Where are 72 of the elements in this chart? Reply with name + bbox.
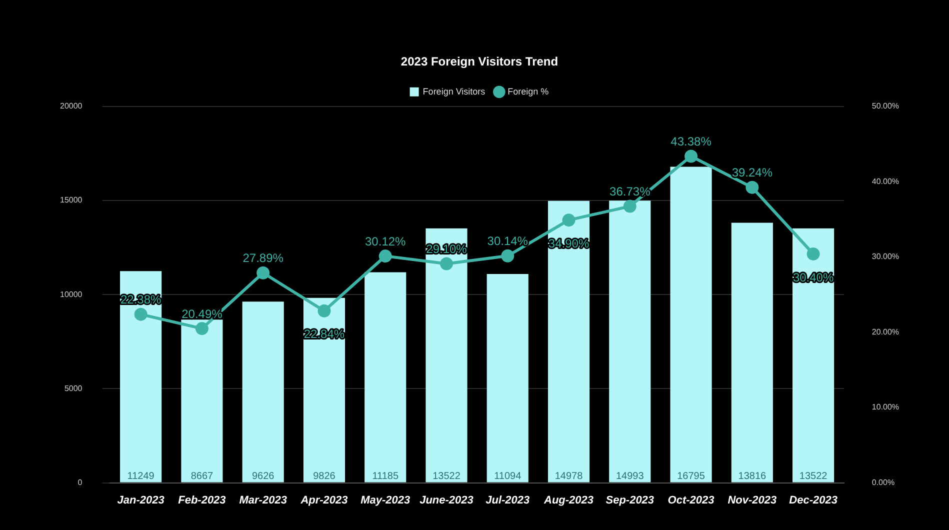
data-label: 29.10%: [426, 242, 468, 256]
x-tick-label: Aug-2023: [542, 494, 594, 506]
point: [378, 250, 392, 263]
point: [684, 150, 698, 163]
point: [501, 249, 514, 262]
data-label: 13522: [432, 471, 461, 482]
x-tick-label: Mar-2023: [239, 494, 287, 506]
data-label: 11094: [494, 471, 522, 482]
data-label: 14993: [616, 471, 644, 482]
bar: [426, 228, 468, 482]
bar: [303, 298, 346, 482]
bar: [609, 200, 651, 482]
bar: [364, 272, 406, 482]
y2-tick-label: 40.00%: [872, 176, 900, 186]
data-label: 27.89%: [242, 251, 284, 266]
y-tick-label: 15000: [60, 196, 83, 205]
data-label: 13816: [738, 471, 767, 482]
point: [806, 247, 820, 260]
point: [440, 257, 453, 270]
bar: [242, 302, 284, 482]
bar: [548, 200, 590, 482]
y-tick-label: 20000: [60, 102, 83, 111]
data-label: 9826: [313, 471, 336, 482]
data-label: 9626: [252, 471, 275, 482]
y-tick-label: 0: [78, 478, 83, 488]
x-tick-label: Dec-2023: [789, 494, 838, 506]
bar: [731, 222, 773, 482]
data-label: 8667: [190, 471, 214, 482]
x-tick-label: Apr-2023: [300, 494, 348, 506]
data-label: 11249: [127, 471, 155, 482]
x-tick-label: June-2023: [420, 494, 474, 506]
data-label: 22.38%: [120, 292, 162, 307]
point: [746, 180, 759, 194]
point: [195, 322, 208, 336]
data-label: 30.12%: [365, 234, 406, 248]
point: [562, 214, 576, 227]
bar: [181, 320, 223, 482]
data-label: 14978: [554, 471, 584, 482]
bar: [486, 274, 528, 482]
y2-tick-label: 20.00%: [872, 327, 900, 336]
legend-label: Foreign %: [508, 86, 549, 96]
bar: [120, 271, 162, 482]
data-label: 39.24%: [732, 166, 773, 180]
legend-label: Foreign Visitors: [422, 86, 486, 96]
y2-tick-label: 0.00%: [872, 478, 895, 488]
y2-tick-label: 50.00%: [872, 102, 900, 111]
x-tick-label: Jan-2023: [117, 494, 164, 506]
bar: [792, 228, 834, 482]
data-label: 11185: [372, 471, 399, 482]
point: [256, 266, 270, 280]
point: [623, 200, 636, 213]
y2-tick-label: 30.00%: [872, 252, 900, 262]
point: [134, 308, 148, 321]
x-tick-label: Jul-2023: [486, 494, 530, 506]
y-tick-label: 5000: [64, 384, 83, 393]
point: [318, 304, 331, 318]
x-tick-label: Oct-2023: [668, 494, 714, 506]
y2-tick-label: 10.00%: [872, 402, 900, 412]
y-tick-label: 10000: [60, 290, 83, 299]
data-label: 22.84%: [304, 327, 345, 342]
x-tick-label: Feb-2023: [178, 494, 226, 506]
chart-title: 2023 Foreign Visitors Trend: [400, 54, 558, 69]
x-tick-label: May-2023: [360, 494, 410, 506]
data-label: 30.40%: [792, 270, 834, 284]
bar: [670, 166, 712, 482]
x-tick-label: Sep-2023: [606, 494, 654, 506]
data-label: 30.14%: [487, 234, 528, 248]
data-label: 13522: [799, 471, 828, 482]
data-label: 16795: [677, 471, 706, 482]
data-label: 43.38%: [670, 134, 712, 149]
data-label: 34.90%: [548, 236, 590, 250]
x-tick-label: Nov-2023: [728, 494, 777, 506]
